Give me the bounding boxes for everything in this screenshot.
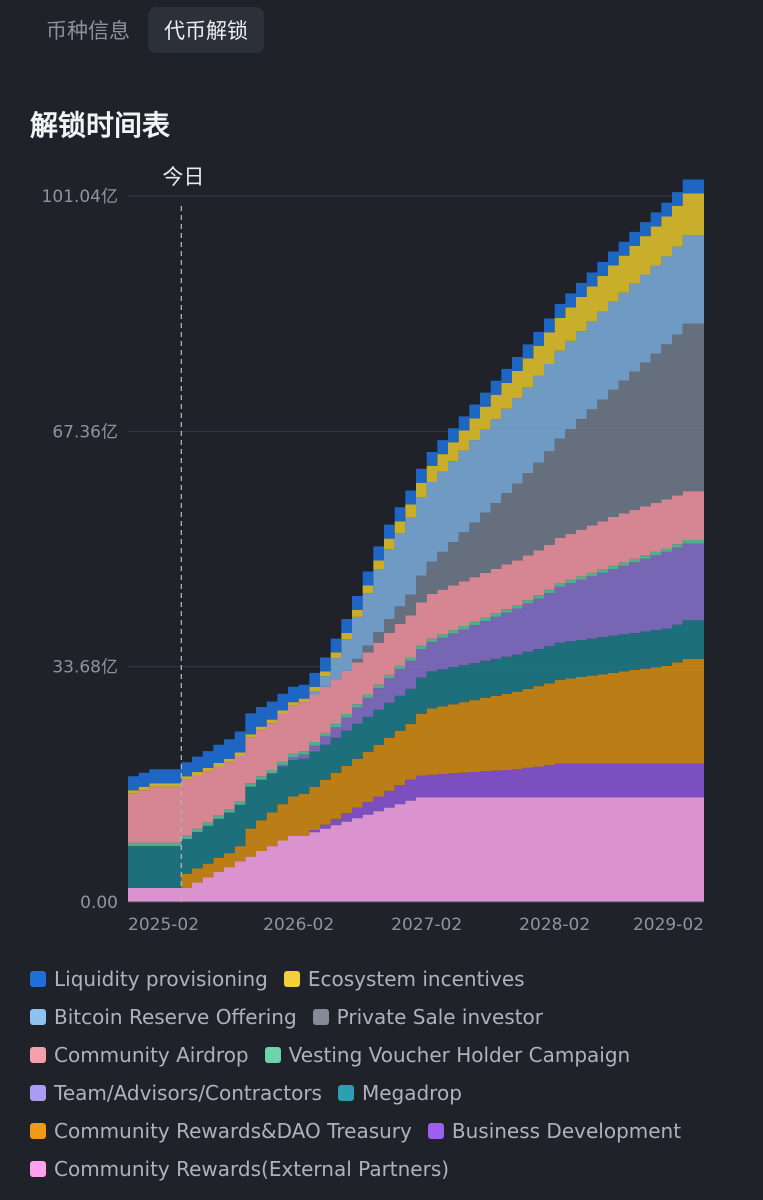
legend-label: Vesting Voucher Holder Campaign — [288, 1043, 631, 1067]
y-tick-label: 101.04亿 — [42, 187, 118, 207]
legend-swatch — [283, 971, 300, 987]
legend-swatch — [30, 1161, 46, 1177]
tab-coin-info[interactable]: 币种信息 — [46, 19, 130, 43]
legend-label: Bitcoin Reserve Offering — [54, 1005, 297, 1029]
legend-item[interactable]: Vesting Voucher Holder Campaign — [264, 1036, 631, 1074]
legend-swatch — [427, 1123, 444, 1139]
legend-label: Community Rewards(External Partners) — [54, 1157, 450, 1181]
legend-item[interactable]: Community Rewards(External Partners) — [30, 1150, 449, 1188]
x-tick-label: 2029-02 — [633, 915, 704, 935]
legend-label: Private Sale investor — [336, 1005, 544, 1029]
legend-swatch — [30, 1123, 46, 1139]
legend-swatch — [30, 1047, 46, 1063]
legend-item[interactable]: Community Rewards&DAO Treasury — [30, 1112, 412, 1150]
legend-item[interactable]: Bitcoin Reserve Offering — [30, 998, 297, 1036]
area-series — [128, 323, 704, 794]
area-series — [128, 620, 704, 889]
legend-swatch — [312, 1009, 329, 1025]
y-tick-label: 67.36亿 — [52, 422, 118, 442]
area-series — [128, 763, 704, 889]
legend-swatch — [264, 1047, 281, 1063]
x-tick-label: 2028-02 — [519, 915, 590, 935]
x-tick-label: 2027-02 — [391, 915, 462, 935]
legend-label: Liquidity provisioning — [54, 967, 268, 991]
area-series — [128, 491, 704, 843]
today-label: 今日 — [162, 165, 204, 189]
y-tick-label: 33.68亿 — [52, 658, 118, 678]
legend-label: Team/Advisors/Contractors — [54, 1081, 322, 1105]
legend-label: Business Development — [451, 1119, 682, 1143]
legend-swatch — [30, 1009, 46, 1025]
legend-item[interactable]: Private Sale investor — [312, 998, 544, 1036]
tab-token-unlock[interactable]: 代币解锁 — [148, 7, 264, 53]
area-series — [128, 543, 704, 847]
legend-label: Community Rewards&DAO Treasury — [54, 1119, 412, 1143]
chart-legend: Liquidity provisioning Ecosystem incentiv… — [30, 960, 750, 1188]
legend-item[interactable]: Ecosystem incentives — [283, 960, 525, 998]
legend-item[interactable]: Community Airdrop — [30, 1036, 249, 1074]
legend-item[interactable]: Megadrop — [337, 1074, 462, 1112]
area-series — [128, 658, 704, 889]
unlock-schedule-chart: 0.00 33.68亿 67.36亿 101.04亿 今日 2025-02 2026-02 2… — [42, 165, 704, 935]
legend-item[interactable]: Business Development — [427, 1112, 682, 1150]
legend-item[interactable]: Team/Advisors/Contractors — [30, 1074, 322, 1112]
x-tick-label: 2025-02 — [128, 915, 199, 935]
legend-label: Community Airdrop — [54, 1043, 249, 1067]
x-tick-label: 2026-02 — [263, 915, 334, 935]
legend-label: Megadrop — [361, 1081, 462, 1105]
legend-label: Ecosystem incentives — [307, 967, 525, 991]
area-series — [128, 797, 704, 902]
legend-swatch — [30, 1085, 46, 1101]
legend-swatch — [30, 971, 46, 987]
tab-bar: 币种信息 代币解锁 — [30, 6, 266, 54]
legend-item[interactable]: Liquidity provisioning — [30, 960, 268, 998]
section-title: 解锁时间表 — [30, 109, 171, 142]
y-tick-label: 0.00 — [80, 893, 118, 913]
legend-swatch — [337, 1085, 354, 1101]
